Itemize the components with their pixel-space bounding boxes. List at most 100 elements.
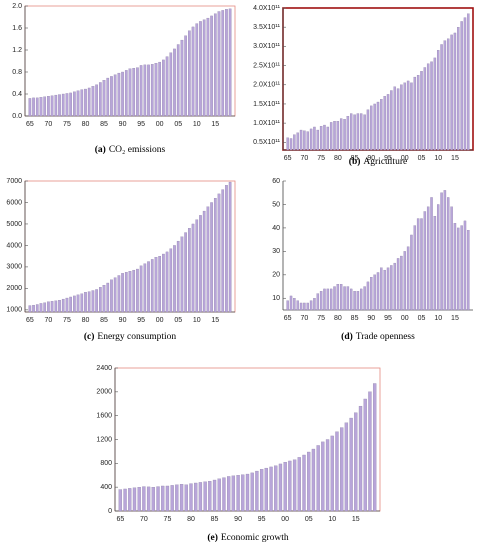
bar xyxy=(195,219,199,313)
y-tick-label: 4000 xyxy=(6,242,22,249)
y-tick-label: 3.0X10¹¹ xyxy=(253,43,281,50)
x-tick-label: 75 xyxy=(63,121,71,128)
bar xyxy=(360,288,363,311)
y-tick-label: 30 xyxy=(272,248,280,255)
x-tick-label: 15 xyxy=(451,155,459,162)
bar xyxy=(128,68,132,117)
bar xyxy=(410,234,413,311)
bar xyxy=(124,70,128,117)
bar xyxy=(296,132,299,151)
bar xyxy=(143,64,147,117)
y-tick-label: 7000 xyxy=(6,178,22,185)
bar xyxy=(356,113,360,151)
bar xyxy=(440,44,443,151)
bar xyxy=(208,481,212,512)
x-tick-label: 85 xyxy=(100,317,108,324)
bar xyxy=(170,485,174,512)
bar xyxy=(58,94,61,117)
x-tick-label: 95 xyxy=(137,121,145,128)
x-tick-label: 05 xyxy=(418,315,426,322)
x-tick-label: 10 xyxy=(328,516,336,523)
caption-title: Energy consumption xyxy=(97,332,176,342)
bar xyxy=(325,439,330,512)
bar xyxy=(311,448,316,512)
y-tick-label: 0.4 xyxy=(12,91,22,98)
bar xyxy=(113,74,117,117)
y-tick-label: 1000 xyxy=(6,307,22,314)
bar xyxy=(344,422,349,512)
panel-label: (c) xyxy=(84,331,95,342)
y-tick-label: 2.0 xyxy=(12,3,22,10)
bar xyxy=(326,126,330,151)
bar xyxy=(313,126,316,151)
bar xyxy=(447,197,450,311)
bar xyxy=(356,291,360,311)
bar xyxy=(292,459,297,512)
bar xyxy=(386,267,390,311)
bar xyxy=(189,483,193,512)
bar xyxy=(176,44,180,117)
bar xyxy=(329,122,333,151)
bar xyxy=(118,489,123,512)
bar xyxy=(35,304,39,313)
x-tick-label: 75 xyxy=(317,315,325,322)
bar xyxy=(142,486,146,512)
bar xyxy=(158,256,162,313)
x-tick-label: 10 xyxy=(434,315,442,322)
y-tick-label: 3.5X10¹¹ xyxy=(253,24,281,31)
bar xyxy=(450,206,453,311)
x-tick-label: 65 xyxy=(284,315,292,322)
bar xyxy=(316,129,320,151)
bar xyxy=(117,275,121,313)
x-tick-label: 65 xyxy=(284,155,292,162)
bar xyxy=(460,225,463,311)
bar xyxy=(343,119,346,151)
bar xyxy=(467,13,470,151)
bar xyxy=(184,484,188,512)
bar xyxy=(393,86,396,151)
bar xyxy=(453,32,457,151)
caption: (b) Agriculture xyxy=(349,156,407,167)
bar xyxy=(353,291,356,311)
bar xyxy=(264,467,268,512)
bar xyxy=(123,488,127,512)
bar xyxy=(199,21,202,117)
y-tick-label: 10 xyxy=(272,295,280,302)
bar xyxy=(227,476,231,512)
bar xyxy=(410,82,413,151)
bar xyxy=(363,114,366,151)
bar xyxy=(403,82,406,151)
bar xyxy=(121,273,124,313)
bar xyxy=(217,11,221,117)
bar xyxy=(199,215,202,313)
bar xyxy=(299,302,303,311)
bar xyxy=(173,48,176,117)
bar xyxy=(210,202,213,313)
bar xyxy=(69,92,72,117)
bar xyxy=(137,487,141,512)
bar xyxy=(165,56,169,117)
bar xyxy=(151,487,155,512)
bar xyxy=(443,40,447,151)
y-tick-label: 0.5X10¹¹ xyxy=(253,139,281,146)
bar xyxy=(217,478,221,512)
y-tick-label: 1.2 xyxy=(12,47,22,54)
bar xyxy=(360,113,363,151)
bar xyxy=(269,466,273,512)
bar xyxy=(213,198,217,313)
bar xyxy=(106,282,110,313)
x-tick-label: 10 xyxy=(193,121,201,128)
bar xyxy=(198,482,203,512)
y-tick-label: 1.5X10¹¹ xyxy=(253,101,281,108)
bar xyxy=(73,91,76,117)
x-tick-label: 95 xyxy=(384,155,392,162)
x-tick-label: 80 xyxy=(334,155,342,162)
x-tick-label: 15 xyxy=(211,317,219,324)
x-tick-label: 70 xyxy=(45,121,53,128)
x-tick-label: 70 xyxy=(301,315,309,322)
bar xyxy=(43,302,47,313)
bar xyxy=(191,26,195,117)
bar xyxy=(330,435,334,512)
bar xyxy=(436,204,440,311)
bar xyxy=(91,86,95,117)
